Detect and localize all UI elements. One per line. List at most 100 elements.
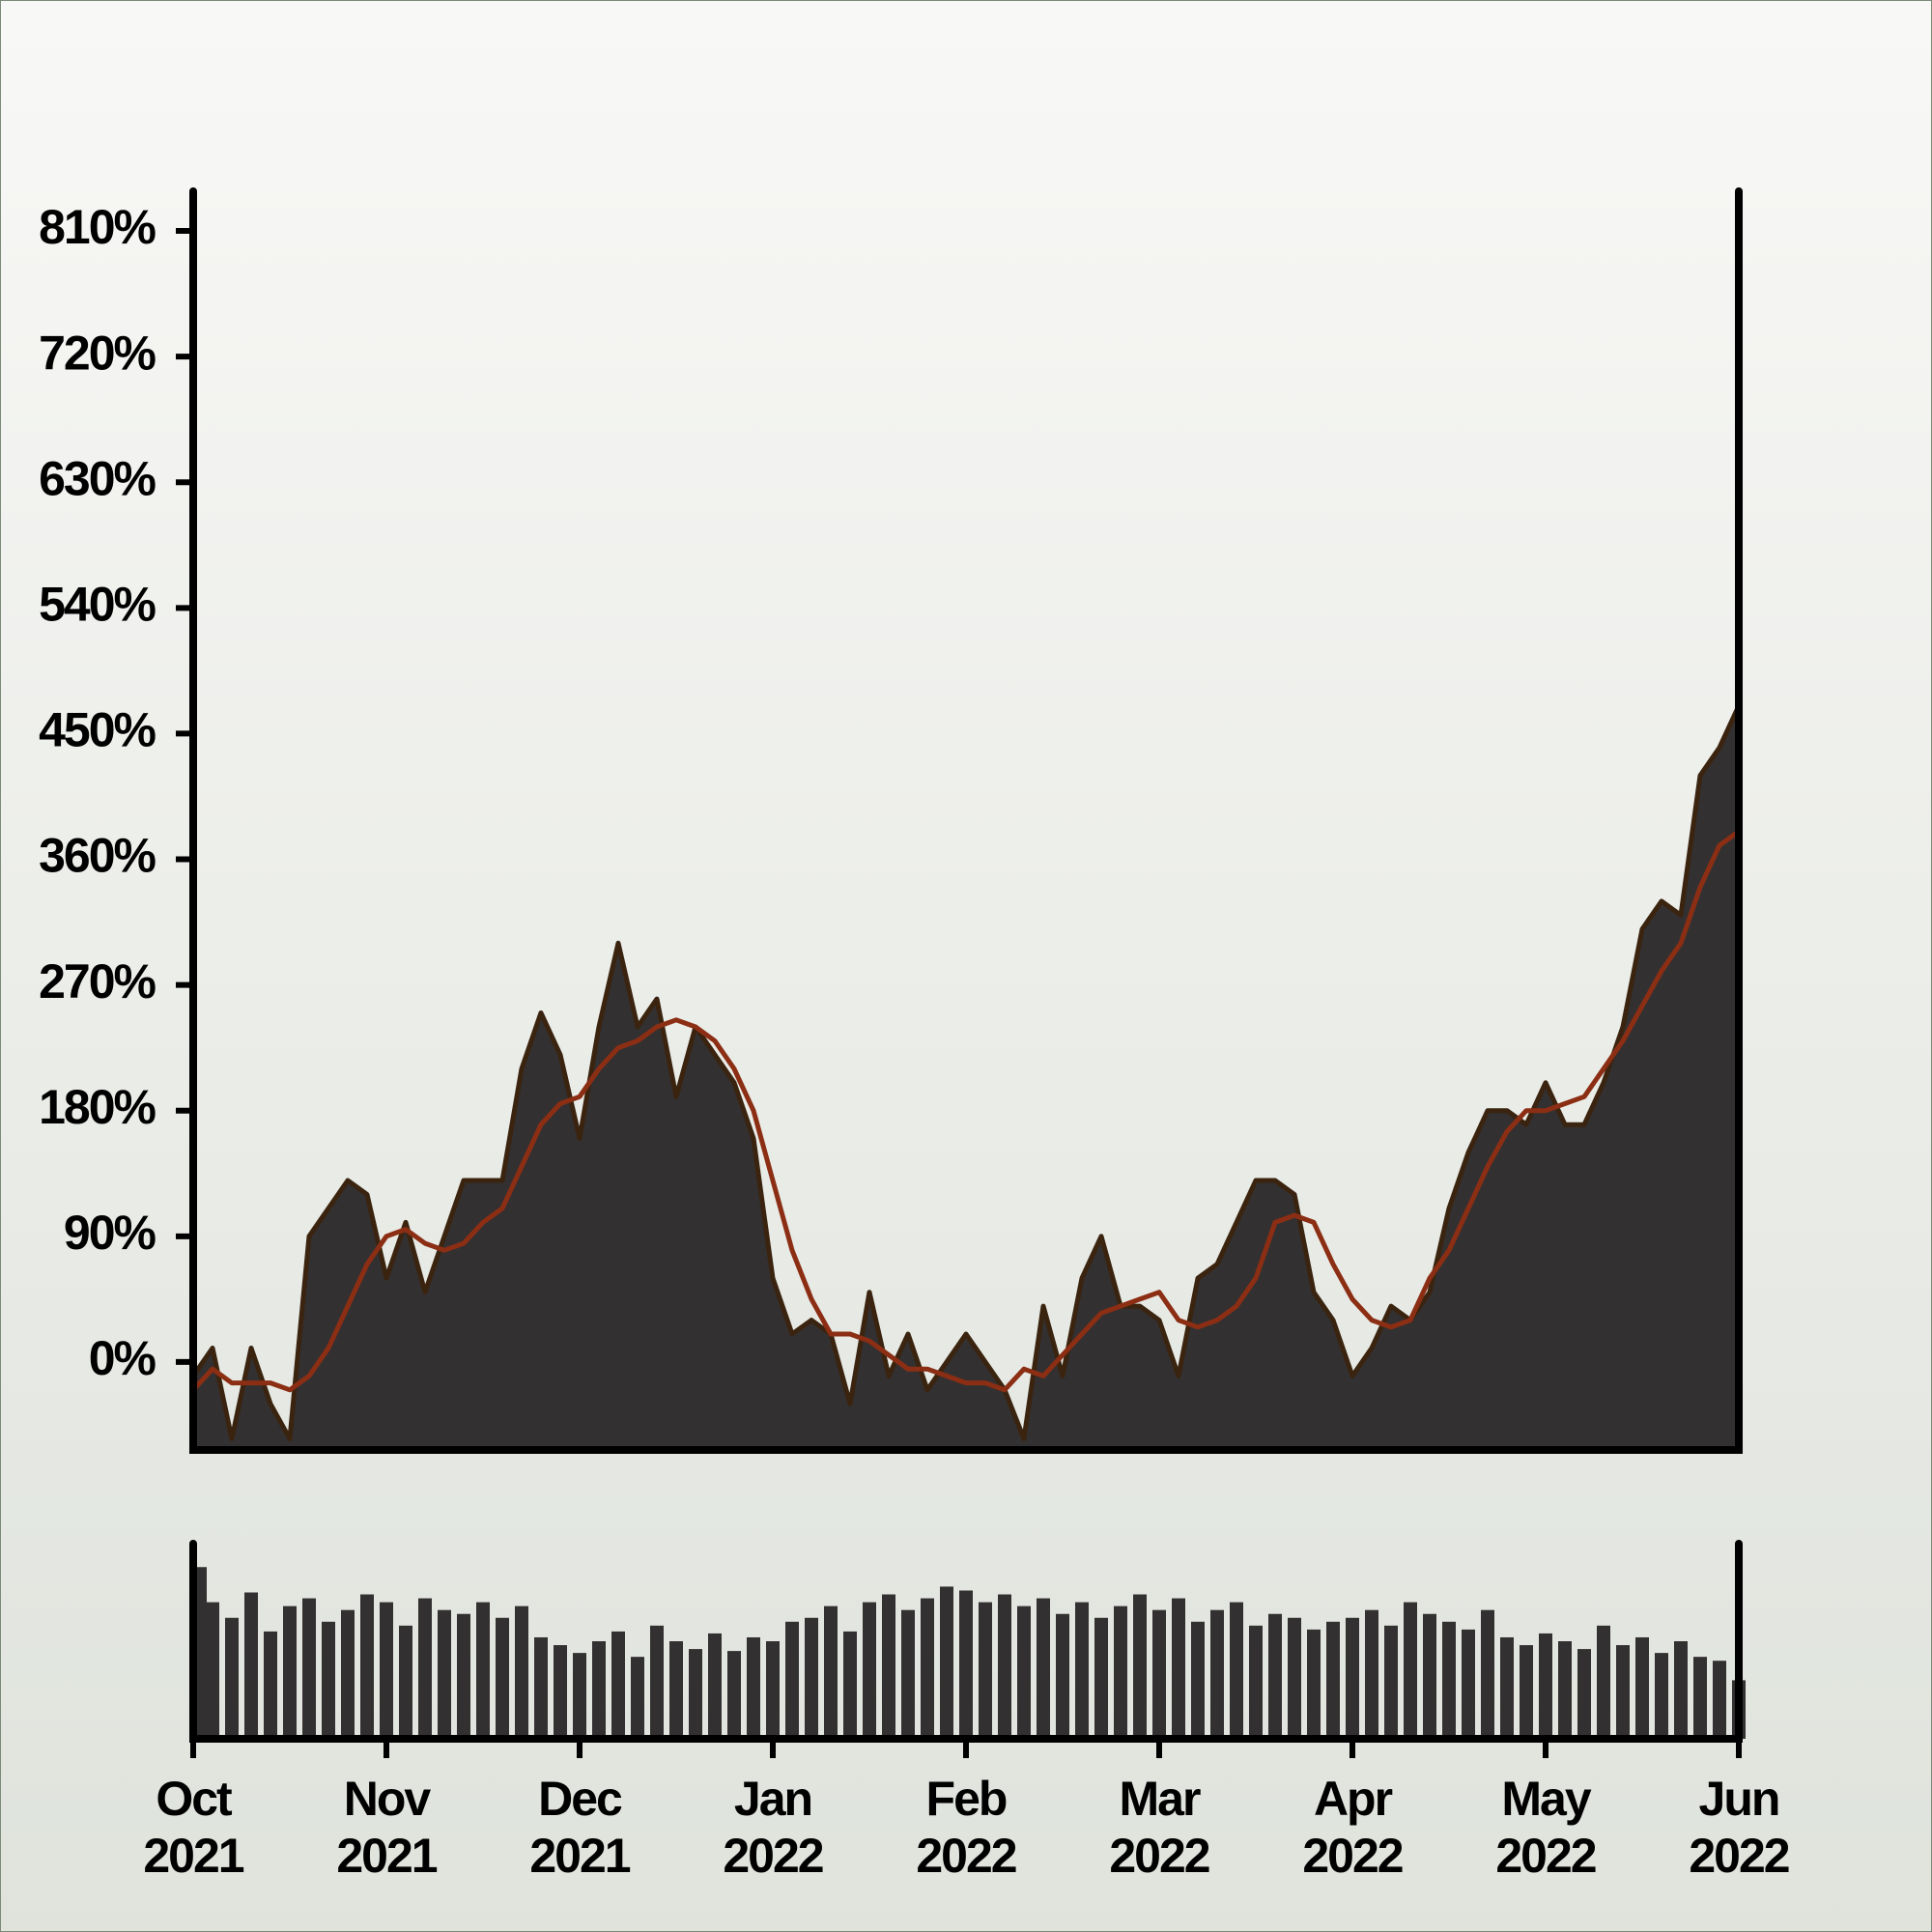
x-tick-label: May 2022: [1495, 1772, 1595, 1883]
volume-bar: [1442, 1621, 1456, 1739]
volume-bar: [1481, 1609, 1494, 1739]
volume-bar: [1597, 1625, 1610, 1739]
volume-bar: [1616, 1645, 1630, 1739]
volume-bar: [418, 1598, 432, 1739]
volume-bar: [805, 1617, 818, 1739]
volume-bar: [1693, 1657, 1707, 1739]
volume-bar: [244, 1592, 258, 1739]
volume-bar: [940, 1586, 953, 1739]
volume-bar: [457, 1613, 470, 1739]
volume-bar: [534, 1636, 548, 1739]
volume-bar: [766, 1641, 780, 1739]
volume-bar: [921, 1598, 934, 1739]
volume-bar: [901, 1609, 915, 1739]
volume-bar: [1655, 1653, 1668, 1739]
volume-bar: [592, 1641, 606, 1739]
volume-bar: [438, 1609, 451, 1739]
axes: [176, 187, 1743, 1758]
volume-bar: [1037, 1598, 1050, 1739]
volume-bar: [650, 1625, 664, 1739]
volume-bar: [1268, 1613, 1282, 1739]
volume-bar: [380, 1602, 393, 1739]
y-tick-label: 720%: [39, 326, 156, 380]
volume-bar: [1056, 1613, 1069, 1739]
y-tick-label: 630%: [39, 451, 156, 505]
volume-bar: [998, 1594, 1011, 1739]
volume-bar: [476, 1602, 490, 1739]
volume-bar: [1326, 1621, 1340, 1739]
y-tick-label: 540%: [39, 578, 156, 632]
x-tick-label: Dec 2021: [529, 1772, 630, 1883]
volume-bar: [824, 1605, 838, 1739]
volume-bar: [1114, 1605, 1127, 1739]
volume-bar: [727, 1651, 741, 1739]
x-tick-label: Jun 2022: [1689, 1772, 1788, 1883]
x-tick-label: Nov 2021: [336, 1772, 437, 1883]
volume-bar: [1384, 1625, 1398, 1739]
volume-bar: [959, 1590, 973, 1739]
volume-bar: [322, 1621, 335, 1739]
volume-bar: [785, 1621, 799, 1739]
volume-bar: [283, 1605, 297, 1739]
volume-bar: [1635, 1636, 1649, 1739]
volume-bar: [631, 1657, 644, 1739]
volume-bar: [1172, 1598, 1185, 1739]
volume-bar: [360, 1594, 374, 1739]
y-tick-label: 360%: [39, 829, 156, 883]
volume-bar: [1288, 1617, 1301, 1739]
volume-bar: [515, 1605, 528, 1739]
volume-bar: [264, 1631, 277, 1739]
volume-bar: [399, 1625, 412, 1739]
volume-bar: [1230, 1602, 1243, 1739]
y-tick-label: 450%: [39, 703, 156, 757]
volume-bar: [689, 1649, 702, 1739]
volume-bar: [1152, 1609, 1166, 1739]
volume-bar: [1404, 1602, 1417, 1739]
volume-bar: [1577, 1649, 1591, 1739]
volume-bar: [1558, 1641, 1572, 1739]
volume-bar: [882, 1594, 895, 1739]
volume-bar: [863, 1602, 876, 1739]
x-tick-label: Mar 2022: [1109, 1772, 1208, 1883]
volume-bar: [225, 1617, 239, 1739]
volume-bar: [341, 1609, 355, 1739]
volume-bar: [979, 1602, 992, 1739]
volume-bar: [1713, 1661, 1726, 1739]
volume-bar: [1500, 1636, 1514, 1739]
volume-bar: [611, 1631, 625, 1739]
volume-bar: [1365, 1609, 1378, 1739]
volume-bar: [1249, 1625, 1263, 1739]
volume-bar: [554, 1645, 567, 1739]
volume-bar: [1094, 1617, 1108, 1739]
volume-bar: [1210, 1609, 1224, 1739]
moving-average-line: [193, 829, 1739, 1393]
volume-bar: [708, 1633, 722, 1739]
volume-bar: [1133, 1594, 1147, 1739]
volume-bar: [573, 1653, 586, 1739]
volume-bar: [496, 1617, 509, 1739]
volume-bar: [1462, 1629, 1475, 1739]
price-spines: [189, 187, 1743, 1454]
y-tick-label: 0%: [89, 1331, 156, 1385]
volume-bar: [843, 1631, 857, 1739]
y-tick-label: 180%: [39, 1080, 156, 1134]
x-tick-label: Oct 2021: [143, 1772, 243, 1883]
volume-bar: [1423, 1613, 1436, 1739]
volume-bar: [669, 1641, 683, 1739]
price-panel: [193, 703, 1739, 1450]
y-tick-label: 810%: [39, 200, 156, 254]
volume-bar: [747, 1636, 760, 1739]
volume-bar: [1346, 1617, 1359, 1739]
y-tick-label: 270%: [39, 954, 156, 1009]
y-tick-label: 90%: [64, 1206, 156, 1260]
x-tick-label: Apr 2022: [1302, 1772, 1402, 1883]
volume-bar: [1307, 1629, 1321, 1739]
volume-bar: [1539, 1633, 1552, 1739]
price-area: [193, 703, 1739, 1450]
x-tick-label: Feb 2022: [916, 1772, 1015, 1883]
volume-bar: [1075, 1602, 1089, 1739]
volume-bar: [1520, 1645, 1533, 1739]
volume-bar: [302, 1598, 316, 1739]
volume-bar: [1674, 1641, 1688, 1739]
